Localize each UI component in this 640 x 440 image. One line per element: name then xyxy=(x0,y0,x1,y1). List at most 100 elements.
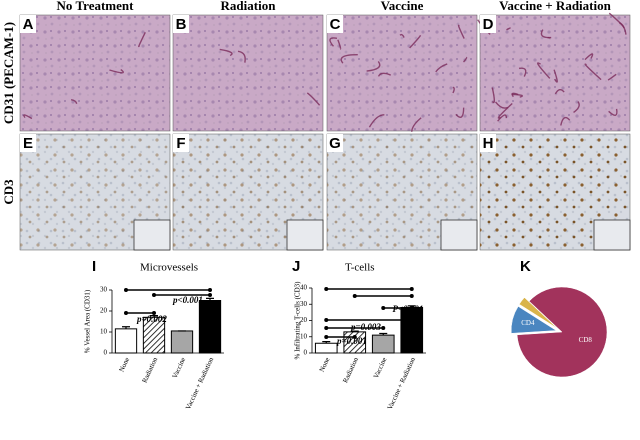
y-tick-label: 10 xyxy=(300,332,308,340)
panel-letter: F xyxy=(176,135,185,152)
significance-end xyxy=(152,311,156,315)
panel-letter: A xyxy=(23,16,34,33)
panel-letter: D xyxy=(483,16,494,33)
panel-letter: E xyxy=(23,135,33,152)
vessel xyxy=(452,86,455,94)
vessel xyxy=(584,53,594,61)
column-header: Radiation xyxy=(221,0,277,13)
panel-letter: I xyxy=(92,258,96,275)
error-bar xyxy=(150,315,158,318)
vessel xyxy=(607,73,617,81)
annotation: P<0.001 xyxy=(393,304,424,314)
vessel xyxy=(340,54,358,64)
x-tick-label: Radiation xyxy=(141,356,160,385)
chart-title: T-cells xyxy=(345,262,375,274)
significance-end xyxy=(324,335,329,339)
vessel xyxy=(511,93,523,98)
significance-end xyxy=(124,288,128,292)
vessel xyxy=(573,101,580,114)
vessel xyxy=(337,39,342,50)
vessel xyxy=(540,29,552,39)
panel-letter-box xyxy=(173,15,189,33)
panel-letter-box xyxy=(480,134,496,152)
significance-end xyxy=(381,326,386,330)
pie-label: CD8 xyxy=(579,336,593,344)
inset xyxy=(286,219,324,251)
panel-letter-box xyxy=(480,15,496,33)
bar xyxy=(371,334,395,354)
annotation: p=0.001 xyxy=(336,336,367,346)
significance-end xyxy=(381,306,386,310)
vessel xyxy=(560,116,571,126)
micrograph xyxy=(326,14,478,132)
significance-end xyxy=(324,287,329,291)
panel-letter-box xyxy=(20,15,36,33)
vessel xyxy=(608,12,625,29)
y-tick-label: 0 xyxy=(304,349,308,357)
significance-end xyxy=(409,318,414,322)
vessel xyxy=(306,92,321,106)
bar xyxy=(198,300,222,354)
y-tick-label: 30 xyxy=(300,300,308,308)
vessel xyxy=(537,62,551,79)
micrograph xyxy=(19,14,171,132)
vessel xyxy=(409,34,422,49)
vessel xyxy=(219,48,233,57)
vessel xyxy=(506,27,511,31)
bar xyxy=(314,342,338,354)
significance-end xyxy=(208,293,212,297)
panel-letter-box xyxy=(20,134,36,152)
significance-end xyxy=(409,287,414,291)
inset xyxy=(440,219,478,251)
vessel xyxy=(584,63,602,81)
vessel xyxy=(494,101,509,109)
vessel xyxy=(329,37,338,47)
pie-slice xyxy=(516,286,608,378)
bar xyxy=(114,328,138,354)
y-tick-label: 0 xyxy=(104,349,108,357)
vessel xyxy=(511,92,519,98)
panel-letter-box xyxy=(327,134,343,152)
vessel xyxy=(497,103,513,119)
vessel xyxy=(554,88,565,95)
inset xyxy=(593,219,631,251)
vessel xyxy=(411,117,422,132)
vessel xyxy=(463,56,468,63)
annotation: p=0.002 xyxy=(136,314,167,324)
significance-end xyxy=(352,294,357,298)
error-bar xyxy=(322,341,331,344)
annotation: p<0.001 xyxy=(172,295,203,305)
panel-letter-box xyxy=(327,15,343,33)
significance-end xyxy=(409,306,414,310)
chart-title: Microvessels xyxy=(140,262,198,274)
significance-end xyxy=(409,294,414,298)
significance-end xyxy=(152,293,156,297)
y-axis-label: % Vessel Area (CD31) xyxy=(84,289,92,353)
panel-letter: J xyxy=(292,258,300,275)
x-tick-label: Vaccine xyxy=(171,356,188,379)
significance-end xyxy=(324,318,329,322)
vessel xyxy=(553,69,558,83)
vessel xyxy=(70,99,78,104)
significance-end xyxy=(208,288,212,292)
vessel xyxy=(109,69,124,74)
x-tick-label: Vaccine xyxy=(372,356,389,379)
column-header: Vaccine + Radiation xyxy=(499,0,611,13)
panel-letter-box xyxy=(173,134,189,152)
vessel xyxy=(497,114,508,122)
panel-letter: H xyxy=(483,135,494,152)
vessel xyxy=(491,87,496,103)
panel-letter: C xyxy=(330,16,341,33)
column-header: Vaccine xyxy=(381,0,424,13)
error-bar xyxy=(206,297,214,301)
error-bar xyxy=(122,326,130,329)
inset xyxy=(133,219,171,251)
x-tick-label: None xyxy=(318,356,332,373)
error-bar xyxy=(379,332,388,336)
x-tick-label: Vaccine + Radiation xyxy=(184,356,215,411)
vessel xyxy=(23,114,33,120)
vessel xyxy=(138,31,146,48)
vessel xyxy=(237,50,246,63)
y-tick-label: 10 xyxy=(100,328,108,336)
error-bar xyxy=(350,330,359,332)
